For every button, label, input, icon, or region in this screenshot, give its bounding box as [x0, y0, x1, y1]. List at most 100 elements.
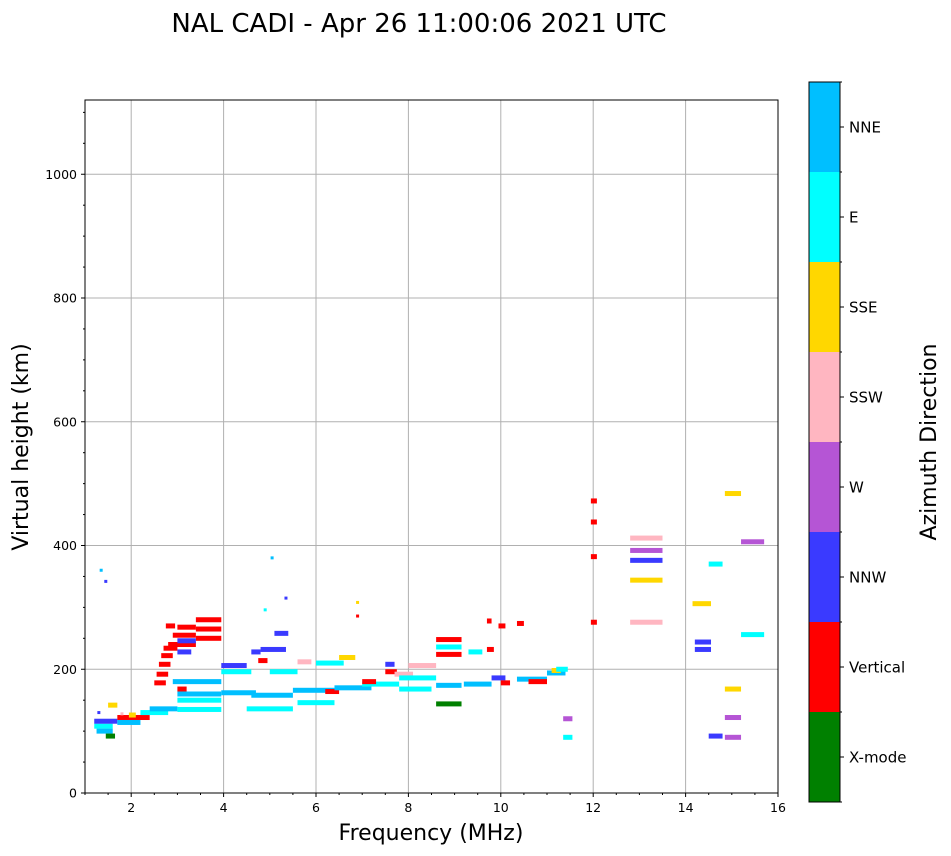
echo-segment — [177, 638, 196, 644]
echo-segment — [436, 637, 462, 643]
echo-segment — [168, 642, 196, 647]
echo-segment — [172, 679, 222, 685]
echo-segment — [630, 547, 663, 553]
colorbar-swatch — [809, 172, 840, 262]
x-tick-label: 2 — [127, 800, 135, 815]
echo-segment — [158, 661, 171, 667]
echo-segment — [708, 561, 723, 567]
echo-segment — [94, 718, 118, 724]
echo-point — [270, 556, 274, 560]
echo-segment — [140, 710, 169, 716]
echo-segment — [692, 601, 712, 607]
echo-segment — [172, 632, 196, 638]
echo-segment — [297, 700, 335, 706]
echo-point — [97, 711, 101, 715]
colorbar-label: Azimuth Direction — [917, 343, 942, 540]
echo-segment — [195, 617, 222, 623]
echo-segment — [161, 653, 173, 659]
echo-segment — [724, 686, 742, 692]
echo-segment — [590, 619, 597, 625]
echo-segment — [165, 623, 176, 629]
colorbar-swatch — [809, 82, 840, 172]
echo-segment — [177, 649, 192, 655]
echo-segment — [177, 624, 196, 630]
y-axis-label: Virtual height (km) — [9, 343, 34, 550]
echo-segment — [394, 671, 414, 677]
echo-segment — [516, 620, 524, 626]
echo-segment — [498, 623, 506, 629]
echo-segment — [436, 644, 462, 650]
echo-segment — [339, 654, 356, 660]
echo-segment — [590, 519, 597, 525]
colorbar-label-nne: NNE — [849, 119, 881, 137]
echo-segment — [486, 618, 492, 624]
echo-segment — [128, 712, 136, 718]
echo-point — [284, 596, 288, 600]
echo-segment — [177, 697, 222, 703]
echo-segment — [563, 734, 573, 740]
echo-segment — [195, 626, 222, 632]
colorbar-label-x-mode: X-mode — [849, 749, 906, 767]
colorbar: X-mode Vertical NNW W SSW SSE E NNE — [808, 81, 906, 803]
x-tick-label: 16 — [770, 800, 786, 815]
colorbar-swatch — [809, 622, 840, 712]
echo-segment — [463, 681, 492, 687]
y-tick-label: 200 — [53, 662, 77, 677]
echo-segment — [408, 663, 437, 669]
echo-segment — [105, 733, 116, 739]
echo-segment — [221, 669, 252, 675]
echo-point — [104, 579, 108, 583]
echo-segment — [258, 658, 268, 664]
echo-point — [120, 712, 124, 716]
echo-segment — [590, 498, 597, 504]
echo-marks — [94, 491, 765, 740]
echo-segment — [149, 706, 178, 712]
echo-segment — [246, 706, 293, 712]
echo-segment — [630, 577, 663, 583]
x-axis: 2 4 6 8 10 12 14 16 — [84, 793, 786, 815]
colorbar-frame — [808, 81, 841, 803]
echo-segment — [297, 659, 312, 665]
echo-segment — [221, 690, 256, 696]
echo-point — [263, 608, 267, 612]
echo-segment — [630, 619, 663, 625]
echo-segment — [251, 649, 261, 655]
echo-segment — [528, 679, 547, 685]
echo-segment — [362, 679, 377, 685]
echo-segment — [708, 733, 723, 739]
echo-segment — [177, 691, 222, 697]
echo-segment — [468, 649, 483, 655]
colorbar-label-ssw: SSW — [849, 389, 883, 407]
y-tick-label: 600 — [53, 414, 77, 429]
x-tick-label: 10 — [493, 800, 509, 815]
echo-segment — [251, 692, 293, 698]
echo-segment — [491, 675, 506, 681]
echo-point — [99, 568, 103, 572]
echo-segment — [221, 663, 247, 669]
y-tick-label: 400 — [53, 538, 77, 553]
echo-segment — [724, 491, 742, 497]
echo-segment — [177, 686, 187, 692]
y-tick-label: 0 — [69, 786, 77, 801]
echo-segment — [385, 661, 395, 667]
colorbar-label-vertical: Vertical — [849, 659, 905, 677]
echo-segment — [195, 635, 222, 641]
echo-segment — [741, 632, 765, 638]
echo-segment — [292, 687, 335, 693]
colorbar-label-sse: SSE — [849, 299, 878, 317]
echo-segment — [94, 723, 113, 729]
echo-segment — [630, 535, 663, 541]
echo-segment — [500, 680, 511, 686]
x-axis-label: Frequency (MHz) — [339, 821, 524, 846]
echo-segment — [177, 706, 222, 712]
echo-segment — [486, 646, 494, 652]
echo-point — [356, 600, 360, 604]
colorbar-label-nnw: NNW — [849, 569, 886, 587]
echo-segment — [436, 651, 462, 657]
x-tick-label: 6 — [312, 800, 320, 815]
y-axis: 0 200 400 600 800 1000 — [45, 111, 85, 801]
x-tick-label: 12 — [585, 800, 601, 815]
echo-segment — [694, 646, 712, 652]
colorbar-swatch — [809, 262, 840, 352]
